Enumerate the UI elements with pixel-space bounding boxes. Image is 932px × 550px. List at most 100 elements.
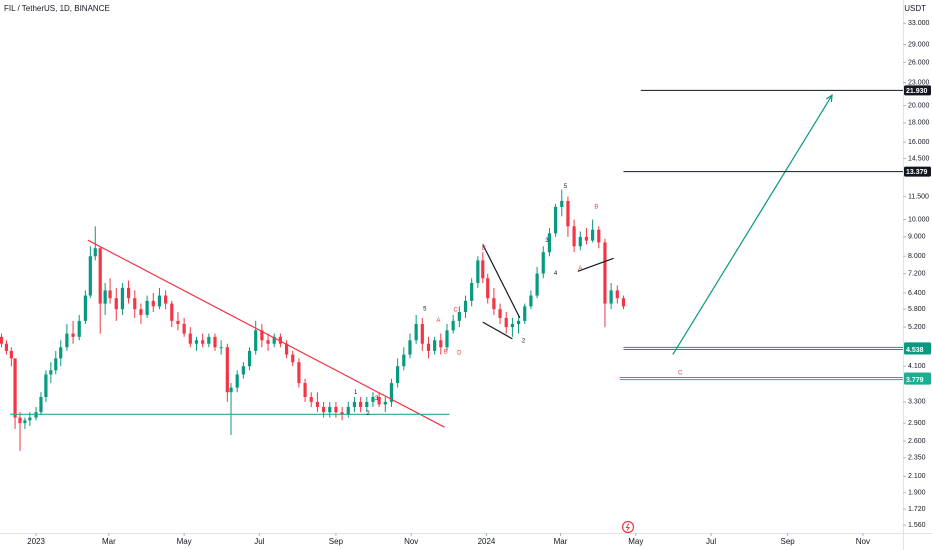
- price-level-tag: [904, 85, 931, 96]
- candle-body: [352, 401, 357, 407]
- candle-body: [39, 396, 43, 413]
- candle-body: [572, 226, 576, 247]
- price-level-label: 4.538: [906, 347, 924, 354]
- candle-body: [18, 417, 22, 424]
- candle-body: [309, 396, 313, 402]
- wave-label: 2: [522, 339, 526, 345]
- event-bolt[interactable]: [625, 523, 630, 531]
- trendline: [577, 257, 614, 272]
- candle-body: [108, 290, 112, 299]
- y-tick-label: 1.560: [908, 522, 926, 529]
- x-tick-label: Mar: [102, 537, 116, 546]
- wave-label: 2: [366, 411, 370, 417]
- candle-body: [133, 298, 137, 310]
- candle-body: [426, 343, 431, 351]
- candle-body: [93, 248, 97, 257]
- chart-title: FIL / TetherUS, 1D, BINANCE: [4, 4, 110, 13]
- price-level-label: 13.379: [906, 169, 928, 176]
- candle-body: [98, 248, 102, 304]
- candle-body: [346, 406, 350, 415]
- y-tick-label: 11.500: [908, 193, 929, 200]
- candle-body: [476, 260, 480, 283]
- x-tick-label: 2024: [478, 537, 496, 546]
- wave-label: 3: [545, 238, 549, 244]
- candle-body: [247, 350, 252, 367]
- trendline: [482, 244, 521, 319]
- y-tick-label: 8.000: [908, 253, 926, 260]
- candle-body: [260, 330, 264, 341]
- event-icon[interactable]: [621, 520, 635, 534]
- candle-body: [88, 256, 92, 296]
- wave-label: A: [578, 266, 582, 272]
- candle-body: [451, 320, 455, 331]
- candle-body: [584, 236, 589, 241]
- candle-body: [408, 340, 412, 355]
- candle-body: [157, 295, 162, 307]
- candle-body: [433, 340, 437, 351]
- candle-body: [486, 278, 490, 299]
- candle-body: [241, 366, 245, 375]
- candle-body: [492, 298, 496, 310]
- candle-body: [359, 401, 363, 407]
- candle-body: [120, 287, 125, 310]
- candle-body: [13, 358, 17, 418]
- y-tick-label: 26.000: [908, 59, 930, 66]
- event-circle[interactable]: [621, 520, 635, 534]
- arrow-head: [825, 94, 833, 103]
- price-level-tag: [904, 344, 931, 355]
- candle-body: [266, 340, 270, 344]
- candle-body: [0, 336, 4, 344]
- candle-body: [254, 330, 258, 351]
- candle-body: [365, 401, 369, 407]
- candle-body: [315, 401, 320, 407]
- candle-body: [414, 323, 418, 341]
- trendline: [672, 94, 833, 355]
- y-tick-label: 20.000: [908, 102, 930, 109]
- wave-label: D: [457, 351, 462, 357]
- candle-body: [523, 306, 527, 321]
- candle-body: [389, 383, 394, 402]
- candle-body: [71, 333, 75, 337]
- y-tick-label: 16.000: [908, 139, 930, 146]
- candle-body: [225, 347, 229, 393]
- price-level-label: 21.930: [906, 88, 928, 95]
- candle-body: [371, 396, 375, 402]
- candle-body: [396, 366, 400, 384]
- x-tick-label: Jul: [254, 537, 264, 546]
- x-tick-label: Sep: [780, 537, 795, 546]
- y-tick-label: 10.000: [908, 216, 930, 223]
- wave-label: 5: [564, 184, 568, 190]
- candle-body: [145, 300, 149, 315]
- y-tick-label: 2.600: [908, 438, 926, 445]
- candle-body: [566, 200, 570, 227]
- candle-body: [139, 309, 143, 315]
- price-level-label: 3.779: [906, 377, 924, 384]
- x-tick-label: Nov: [856, 537, 870, 546]
- y-tick-label: 9.000: [908, 234, 926, 241]
- candle-body: [603, 242, 607, 304]
- y-tick-label: 1.720: [908, 506, 926, 513]
- y-tick-label: 33.000: [908, 20, 930, 27]
- price-level-tag: [904, 374, 931, 385]
- candle-body: [201, 340, 205, 344]
- candle-body: [213, 336, 217, 348]
- candle-body: [560, 200, 564, 207]
- unit-label: USDT: [904, 4, 926, 13]
- trendline: [87, 239, 445, 428]
- wave-label: E: [482, 246, 486, 252]
- candle-body: [126, 287, 131, 299]
- candle-body: [321, 406, 326, 413]
- x-tick-label: 2023: [27, 537, 45, 546]
- wave-label: B: [444, 350, 448, 356]
- candle-body: [303, 383, 307, 397]
- candle-body: [591, 229, 595, 241]
- y-tick-label: 2.100: [908, 473, 926, 480]
- candle-body: [328, 406, 332, 413]
- trendline: [482, 321, 513, 340]
- candle-body: [504, 317, 508, 328]
- x-tick-label: Nov: [404, 537, 418, 546]
- candle-body: [278, 336, 282, 344]
- candle-body: [103, 290, 107, 304]
- y-tick-label: 6.400: [908, 290, 926, 297]
